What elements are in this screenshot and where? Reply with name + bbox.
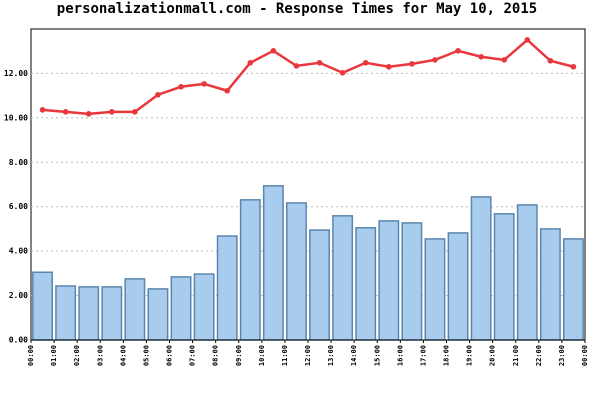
y-tick-label: 12.00 [4,69,28,78]
bar [539,228,561,341]
y-tick-label: 0.00 [9,336,28,345]
bar [55,285,77,341]
point [316,59,323,66]
point [108,109,115,115]
line [42,38,574,116]
point [478,53,484,60]
point [455,47,461,54]
x-tick-label: 02:00 [73,345,81,366]
bar [78,286,100,341]
x-tick-label: 01:00 [50,345,58,366]
x-tick-label: 16:00 [396,345,404,366]
x-tick-label: 19:00 [466,345,474,366]
y-tick-label: 2.00 [9,291,28,300]
x-tick-label: 20:00 [489,345,497,366]
x-tick-label: 07:00 [189,345,197,366]
bar [470,196,492,341]
y-tick-label: 10.00 [4,113,28,122]
point [409,61,415,67]
point [155,91,161,98]
point [385,63,392,70]
point [362,59,369,66]
x-tick-label: 06:00 [166,345,174,366]
bar [124,278,146,341]
point [293,63,300,69]
point [247,59,254,66]
bar [309,229,330,341]
bar [332,215,354,341]
bar [493,213,515,341]
x-tick-label: 21:00 [512,345,520,366]
point [432,57,438,63]
bar [216,235,238,341]
bar [401,222,423,341]
x-tick-label: 13:00 [327,345,335,366]
x-tick-label: 04:00 [119,345,127,366]
x-tick-label: 00:00 [27,345,35,366]
point [178,83,184,90]
point [270,47,277,54]
x-tick-label: 05:00 [142,345,150,366]
bar [193,273,215,341]
point [62,109,69,115]
bar [516,204,538,341]
x-tick-label: 14:00 [350,345,358,366]
bar [101,286,123,341]
bar [147,288,169,341]
point [547,57,554,64]
x-tick-label: 17:00 [419,345,427,366]
x-tick-label: 15:00 [373,345,381,366]
x-tick-label: 09:00 [235,345,243,366]
point [224,87,231,94]
bar [286,202,307,341]
bar [262,185,284,341]
chart-title: personalizationmall.com - Response Times… [57,1,537,17]
bar [355,227,377,341]
bar [378,220,400,341]
bar [32,271,53,341]
x-tick-label: 18:00 [443,345,451,366]
bar [447,232,469,341]
bar [563,238,584,341]
point [85,111,92,117]
point [339,69,346,76]
point [201,81,207,87]
x-tick-label: 03:00 [96,345,104,366]
point [132,109,138,115]
y-tick-label: 8.00 [9,158,28,167]
x-tick-label: 12:00 [304,345,312,366]
bar [170,276,192,341]
point [570,63,577,70]
y-tick-label: 4.00 [9,247,28,256]
x-tick-label: 22:00 [535,345,543,366]
plot-frame [30,28,586,341]
x-tick-label: 23:00 [558,345,566,366]
x-tick-label: 00:00 [581,345,589,366]
x-tick-label: 10:00 [258,345,266,366]
bar [424,238,446,341]
point [524,37,531,43]
x-tick-label: 08:00 [212,345,220,366]
point [501,57,508,63]
y-tick-label: 6.00 [9,202,28,211]
bar [239,199,261,341]
point [39,107,46,113]
x-tick-label: 11:00 [281,345,289,366]
